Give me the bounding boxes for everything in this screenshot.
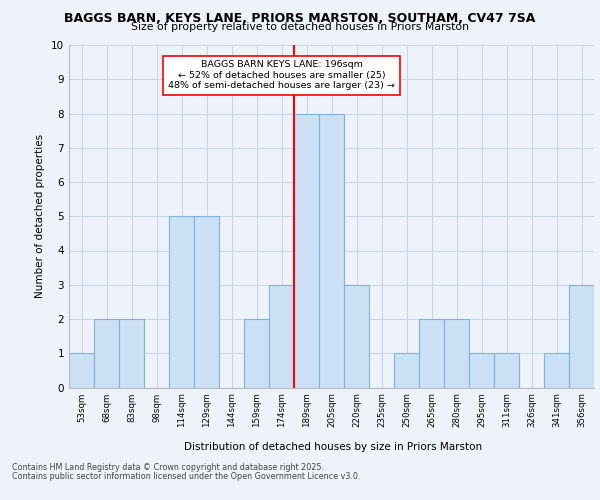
Text: BAGGS BARN KEYS LANE: 196sqm
← 52% of detached houses are smaller (25)
48% of se: BAGGS BARN KEYS LANE: 196sqm ← 52% of de… — [168, 60, 395, 90]
Bar — [544, 353, 569, 388]
Text: Size of property relative to detached houses in Priors Marston: Size of property relative to detached ho… — [131, 22, 469, 32]
Text: BAGGS BARN, KEYS LANE, PRIORS MARSTON, SOUTHAM, CV47 7SA: BAGGS BARN, KEYS LANE, PRIORS MARSTON, S… — [64, 12, 536, 24]
Text: Contains public sector information licensed under the Open Government Licence v3: Contains public sector information licen… — [12, 472, 361, 481]
Bar — [469, 353, 494, 388]
Bar — [69, 353, 94, 388]
Bar — [444, 319, 469, 388]
Bar — [119, 319, 144, 388]
Text: Distribution of detached houses by size in Priors Marston: Distribution of detached houses by size … — [184, 442, 482, 452]
Bar — [169, 216, 194, 388]
Bar — [244, 319, 269, 388]
Bar — [569, 285, 594, 388]
Y-axis label: Number of detached properties: Number of detached properties — [35, 134, 46, 298]
Bar — [394, 353, 419, 388]
Bar — [269, 285, 294, 388]
Bar — [494, 353, 519, 388]
Bar — [344, 285, 369, 388]
Bar — [319, 114, 344, 388]
Bar — [194, 216, 219, 388]
Bar — [94, 319, 119, 388]
Bar — [294, 114, 319, 388]
Text: Contains HM Land Registry data © Crown copyright and database right 2025.: Contains HM Land Registry data © Crown c… — [12, 464, 324, 472]
Bar — [419, 319, 444, 388]
